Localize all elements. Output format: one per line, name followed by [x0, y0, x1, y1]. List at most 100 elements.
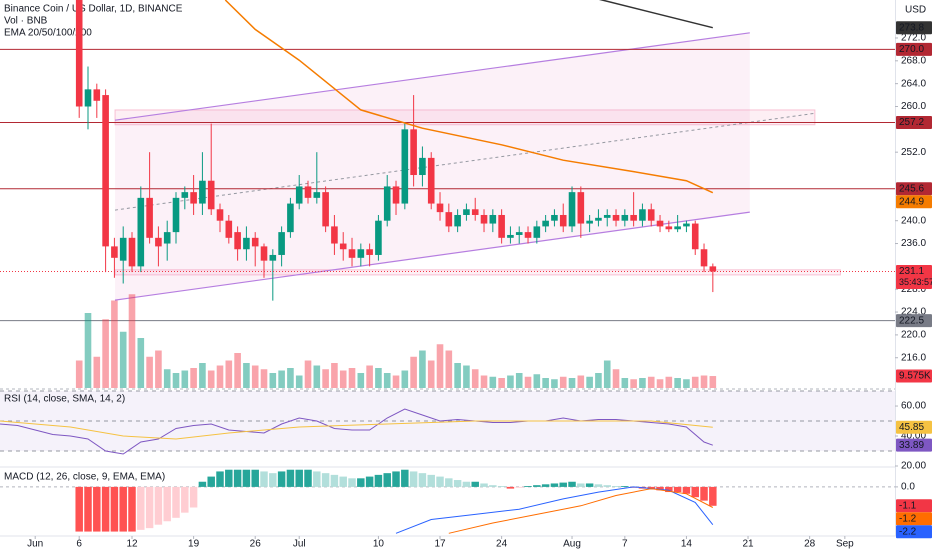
macd-histogram-bar	[260, 471, 268, 487]
candle-body	[595, 217, 602, 221]
price-axis: 272.0 268.0 264.0 260.0 252.0 240.0 236.0 228.0…	[895, 21, 932, 539]
candle-body	[207, 180, 215, 210]
macd-histogram-bar	[339, 476, 347, 487]
rsi-value-label: 33.89	[899, 440, 924, 451]
candle-body	[243, 237, 250, 250]
volume-bar	[551, 379, 558, 388]
volume-bar	[269, 373, 277, 388]
volume-bar	[234, 353, 241, 388]
x-tick-label: Aug	[563, 539, 581, 550]
candle-body	[630, 214, 637, 221]
macd-histogram-bar	[524, 486, 532, 487]
volume-bar	[683, 379, 690, 388]
macd-histogram-bar	[682, 486, 691, 494]
x-tick-label: Jun	[27, 539, 43, 550]
macd-histogram-bar	[594, 484, 603, 487]
candle-body	[445, 212, 453, 227]
candle-body	[683, 223, 690, 227]
rsi-value-label: 45.85	[899, 422, 924, 433]
volume-bar	[199, 363, 206, 388]
x-tick-label: 10	[373, 539, 385, 550]
level-label-bg	[896, 314, 932, 328]
volume-bar	[111, 300, 118, 388]
volume-bar	[392, 375, 400, 388]
pane	[0, 469, 895, 534]
candle-body	[313, 192, 321, 198]
volume-bar	[427, 360, 435, 388]
macd-histogram-bar	[198, 481, 207, 487]
line	[395, 486, 714, 534]
candle-body	[639, 209, 646, 221]
macd-histogram-bar	[577, 483, 585, 487]
x-tick-label: 21	[742, 539, 754, 550]
line	[114, 112, 815, 211]
macd-histogram-bar	[348, 478, 356, 487]
last-price-label-extra: 35:43:57	[899, 277, 932, 287]
volume-bar	[445, 350, 453, 388]
volume-bar	[463, 365, 470, 388]
volume-bar	[533, 374, 541, 388]
macd-histogram-bar	[541, 484, 550, 487]
pane	[0, 390, 895, 455]
candle-body	[295, 186, 303, 204]
symbol-title: Binance Coin / US Dollar, 1D, BINANCE	[4, 4, 183, 15]
volume-bar	[498, 378, 505, 388]
macd-histogram-bar	[568, 481, 576, 487]
x-tick-label: 17	[434, 539, 446, 550]
macd-histogram-bar	[585, 483, 594, 487]
candle-body	[84, 89, 92, 107]
candle-body	[691, 223, 699, 250]
y-tick-label: 60.00	[901, 401, 926, 412]
volume-bar	[595, 373, 602, 388]
volume-bar	[480, 375, 488, 388]
candle-body	[128, 237, 136, 267]
volume-bar	[260, 369, 268, 388]
candle-body	[586, 220, 593, 224]
volume-bar	[322, 369, 329, 388]
candle-body	[331, 226, 338, 244]
macd-histogram-bar	[242, 469, 251, 487]
macd-histogram-bar	[84, 486, 92, 532]
candle-body	[199, 180, 206, 204]
volume-bar	[621, 378, 629, 388]
x-tick-label: 14	[681, 539, 693, 550]
macd-histogram-bar	[691, 486, 699, 498]
x-tick-label: Jul	[293, 539, 306, 550]
macd-histogram-bar	[233, 469, 242, 487]
y-tick-label: 236.0	[901, 238, 926, 249]
macd-histogram-bar	[656, 486, 664, 491]
candle-body	[498, 214, 505, 238]
volume-bar	[146, 356, 153, 388]
y-tick-label: 40.00	[901, 431, 926, 442]
macd-histogram-bar	[93, 486, 101, 532]
volume-bar	[612, 369, 620, 388]
line	[448, 488, 714, 534]
volume-bar	[524, 376, 532, 388]
candle-body	[621, 214, 629, 221]
currency-label: USD	[905, 5, 926, 16]
candle-body	[551, 214, 558, 221]
level-label-bg	[896, 182, 932, 196]
candle-body	[436, 203, 444, 213]
volume-bar	[647, 376, 655, 388]
x-tick-label: 19	[188, 539, 200, 550]
macd-histogram-bar	[497, 486, 506, 487]
candle-body	[322, 192, 329, 227]
y-tick-label: 264.0	[901, 78, 926, 89]
volume-bar	[383, 373, 391, 388]
candle-body	[146, 197, 153, 238]
macd-histogram-bar	[128, 486, 136, 532]
last-price-label-bg	[896, 265, 932, 290]
y-tick-label: 20.00	[901, 461, 926, 472]
candle-body	[410, 129, 417, 176]
candle-body	[656, 220, 664, 227]
volume-bar	[278, 370, 285, 388]
volume-bar	[339, 370, 347, 388]
volume-label: 9.575K	[899, 371, 931, 382]
macd-histogram-bar	[409, 471, 418, 487]
candle-body	[348, 249, 356, 258]
macd-histogram-bar	[709, 486, 717, 506]
volume-bar	[295, 375, 303, 388]
